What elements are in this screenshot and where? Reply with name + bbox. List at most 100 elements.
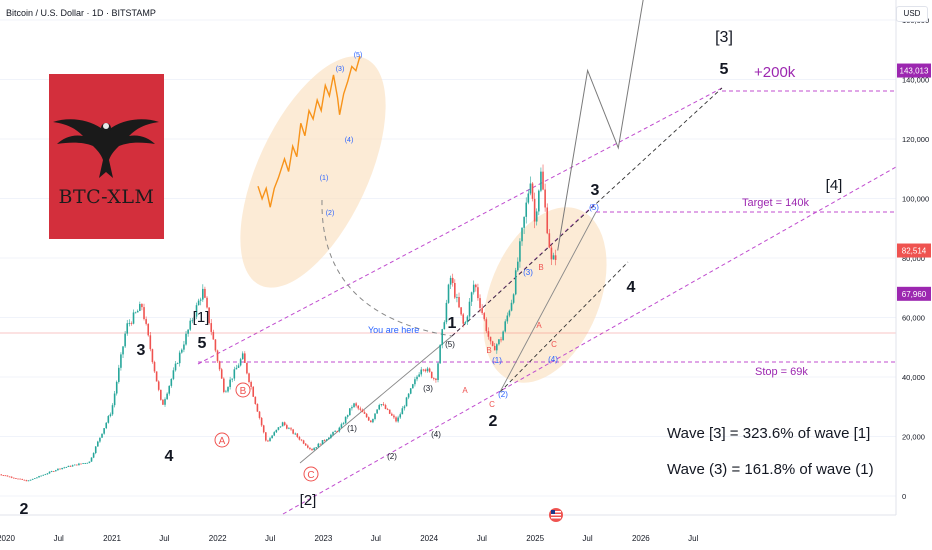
candle-body: [42, 474, 45, 476]
circled-label-c: C: [303, 466, 319, 482]
candle-body: [187, 329, 189, 334]
candle-body: [508, 310, 511, 316]
minor-label-2-2023: (2): [387, 452, 397, 461]
wave-label-3-2021: 3: [137, 342, 146, 359]
us-flag-icon[interactable]: [549, 508, 563, 522]
candle-body: [153, 362, 156, 372]
candle-body: [470, 292, 473, 302]
currency-button[interactable]: USD: [896, 6, 928, 22]
candle-body: [313, 448, 315, 451]
candle-body: [493, 345, 496, 351]
x-tick-label: 2024: [420, 534, 438, 543]
candle-body: [384, 405, 387, 409]
candle-body: [449, 277, 452, 285]
x-tick-label: Jul: [159, 534, 169, 543]
candle-body: [172, 370, 175, 379]
candle-body: [262, 425, 265, 433]
candle-body: [195, 305, 198, 317]
candle-body: [538, 190, 540, 212]
wave3-highlight-ellipse: [483, 207, 607, 383]
candle-body: [92, 453, 95, 458]
y-tick-label: 120,000: [902, 135, 929, 144]
candle-body: [445, 302, 448, 323]
candle-body: [542, 171, 544, 190]
wave4-channel-line: [499, 261, 629, 393]
symbol-header[interactable]: Bitcoin / U.S. Dollar · 1D · BITSTAMP: [6, 8, 156, 18]
candle-body: [554, 255, 557, 260]
candle-body: [283, 422, 286, 426]
candle-body: [80, 463, 82, 465]
candle-body: [426, 368, 429, 372]
candle-body: [46, 473, 49, 475]
logo-text: BTC-XLM: [58, 186, 155, 208]
candle-body: [267, 440, 269, 442]
candle-body: [157, 381, 160, 390]
candle-body: [103, 428, 105, 434]
candle-body: [336, 431, 339, 432]
candle-body: [552, 255, 555, 260]
candle-body: [323, 440, 326, 441]
candle-body: [99, 437, 101, 442]
candle-body: [246, 362, 248, 374]
candle-body: [126, 323, 129, 334]
candle-body: [115, 381, 118, 394]
candle-body: [361, 409, 364, 413]
wave-label-4-2021: 4: [165, 448, 174, 465]
candle-body: [517, 261, 519, 271]
candle-body: [468, 301, 471, 317]
candle-body: [227, 387, 229, 392]
candle-body: [199, 299, 202, 301]
minor-label-4-2025: (4): [548, 355, 558, 364]
candle-body: [34, 478, 36, 480]
candle-body: [388, 409, 391, 414]
circled-label-a: A: [214, 432, 230, 448]
candle-body: [472, 284, 475, 293]
wave-label-3-2025: 3: [591, 182, 600, 199]
candle-body: [67, 465, 70, 467]
inset-highlight-ellipse: [240, 56, 386, 288]
candle-body: [76, 464, 78, 466]
candle-body: [244, 353, 246, 363]
candle-body: [208, 307, 210, 324]
candle-body: [519, 241, 521, 262]
minor-label-4-2023: (4): [431, 430, 441, 439]
abc-label-a-2024: A: [462, 386, 468, 395]
candle-body: [315, 447, 318, 449]
inset-price-line: [257, 55, 361, 208]
candle-body: [139, 304, 141, 311]
candle-body: [288, 428, 290, 430]
candle-body: [229, 379, 231, 388]
candle-body: [13, 477, 15, 479]
candle-body: [86, 462, 89, 464]
candle-body: [479, 298, 481, 308]
y-tick-label: 80,000: [902, 254, 925, 263]
wave3-ratio-note: Wave [3] = 323.6% of wave [1]: [667, 425, 870, 442]
candle-body: [391, 413, 393, 416]
candle-body: [533, 198, 536, 222]
candle-body: [386, 408, 389, 410]
candle-body: [210, 323, 213, 332]
eagle-icon: [53, 119, 159, 178]
price-label-text: 82,514: [902, 247, 927, 256]
candle-body: [19, 478, 21, 480]
candle-body: [134, 312, 137, 314]
candle-body: [370, 420, 372, 423]
candle-body: [147, 323, 150, 336]
candle-body: [525, 202, 528, 217]
x-tick-label: 2022: [209, 534, 227, 543]
candle-body: [17, 478, 19, 480]
candle-body: [399, 414, 402, 418]
candle-body: [460, 307, 462, 315]
projection-gain-label: +200k: [754, 64, 796, 81]
candle-body: [489, 336, 492, 342]
candle-body: [273, 432, 276, 436]
inset-label-5: (5): [354, 52, 363, 59]
candle-body: [311, 448, 313, 451]
candle-body: [69, 465, 72, 467]
minor-label-3-2023: (3): [423, 384, 433, 393]
you-are-here-annotation: You are here: [368, 325, 419, 335]
candle-body: [166, 393, 168, 400]
candle-body: [105, 422, 108, 429]
minor-label-5-target: (5): [589, 203, 599, 212]
